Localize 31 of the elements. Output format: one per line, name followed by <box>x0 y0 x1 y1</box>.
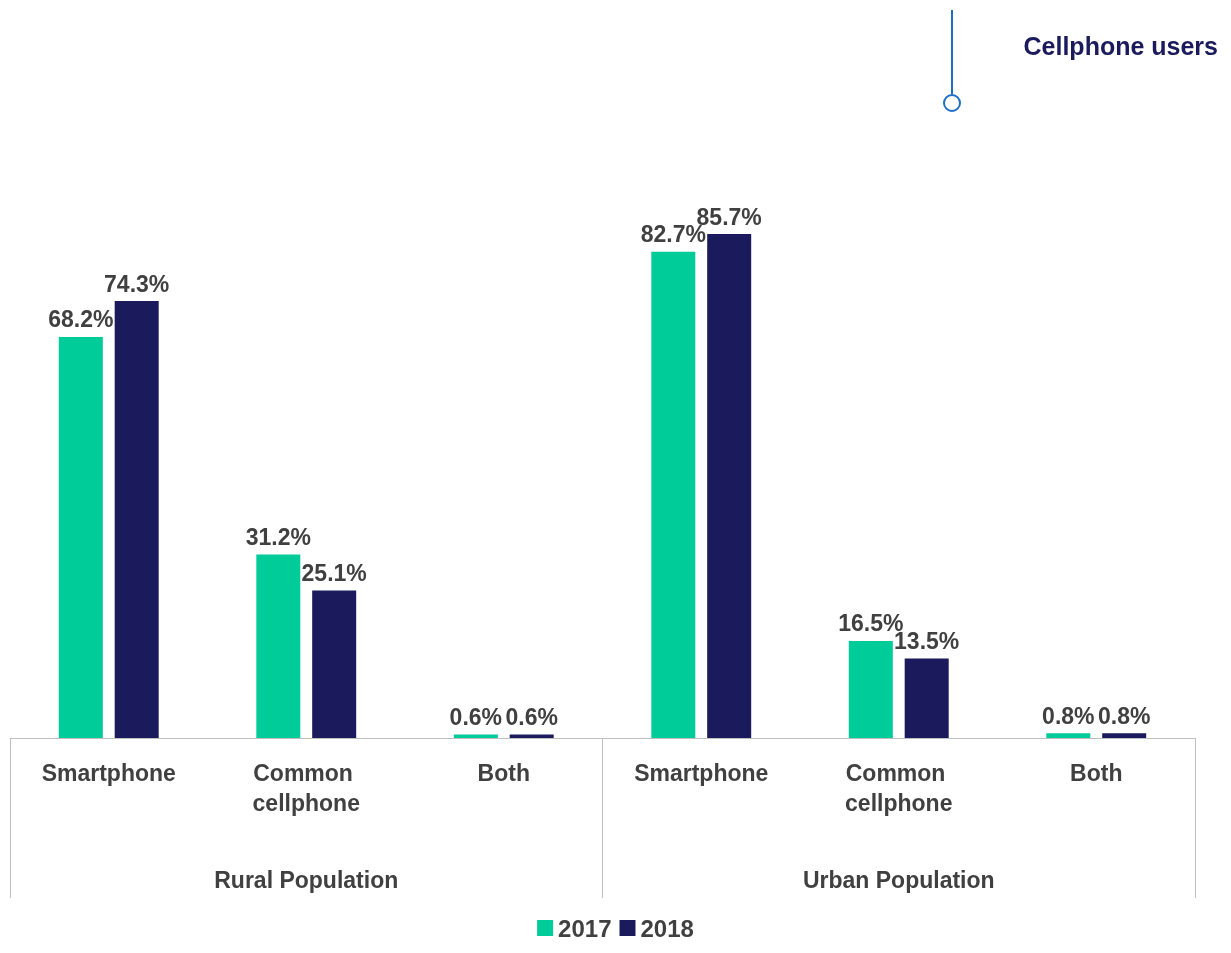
bar <box>1046 733 1091 738</box>
x-tick-label: Both <box>477 760 530 786</box>
data-label: 74.3% <box>104 270 170 297</box>
data-label: 31.2% <box>245 524 311 551</box>
data-label: 68.2% <box>48 306 114 333</box>
legend-label: 2017 <box>558 914 612 942</box>
bar <box>509 734 554 738</box>
x-tick-label: Smartphone <box>634 760 769 786</box>
data-label: 25.1% <box>301 559 367 586</box>
legend-label: 2018 <box>640 914 694 942</box>
bar <box>707 234 752 738</box>
bar <box>58 336 103 738</box>
chart-title: Cellphone users <box>1023 31 1219 60</box>
x-tick-label: Smartphone <box>41 760 176 786</box>
data-label: 0.6% <box>505 703 558 730</box>
bar <box>848 640 893 738</box>
x-tick-label: Common cellphone <box>252 760 360 816</box>
data-label: 0.8% <box>1042 702 1095 729</box>
bar <box>904 658 949 738</box>
bar <box>651 251 696 738</box>
text: Rural Population <box>214 866 399 893</box>
data-label: 0.8% <box>1097 702 1151 729</box>
text: Urban Population <box>802 866 995 893</box>
bar <box>312 590 357 738</box>
x-tick-label: Both <box>1070 760 1123 786</box>
bar <box>114 301 159 738</box>
bar <box>453 734 498 738</box>
bar <box>256 554 301 738</box>
x-tick-label: Common cellphone <box>845 760 953 816</box>
bar <box>1102 733 1147 738</box>
data-label: 0.6% <box>449 703 503 730</box>
